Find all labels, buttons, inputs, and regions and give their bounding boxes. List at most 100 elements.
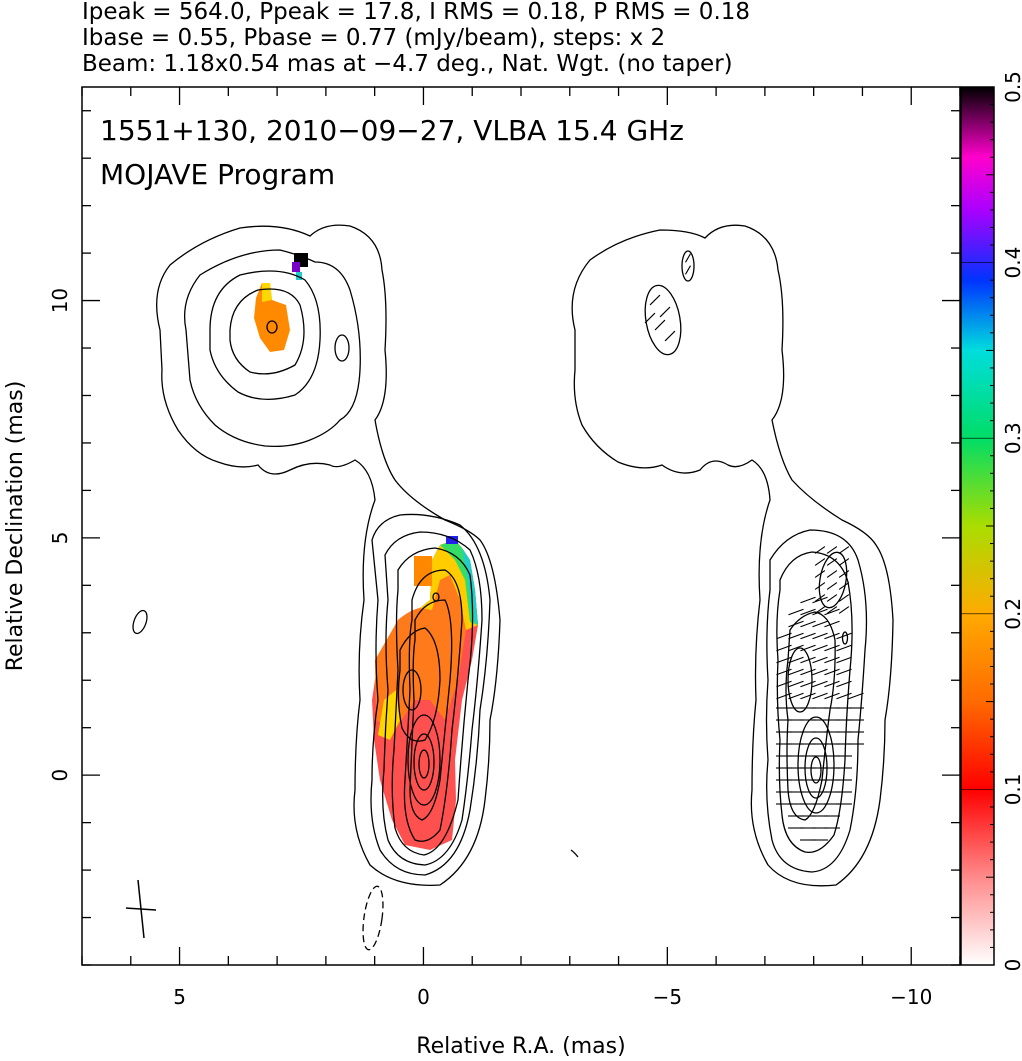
evpa-stick bbox=[814, 558, 826, 566]
evpa-stick bbox=[812, 692, 828, 700]
evpa-stick bbox=[826, 582, 838, 590]
evpa-stick bbox=[776, 644, 792, 652]
y-tick-label: 5 bbox=[48, 531, 72, 544]
evpa-stick bbox=[848, 692, 864, 700]
evpa-stick bbox=[824, 680, 840, 688]
header-line-2: Ibase = 0.55, Pbase = 0.77 (mJy/beam), s… bbox=[82, 25, 666, 51]
evpa-stick bbox=[824, 632, 840, 640]
y-axis-label: Relative Declination (mas) bbox=[3, 381, 28, 672]
evpa-stick bbox=[826, 594, 838, 602]
header-line-1: Ipeak = 564.0, Ppeak = 17.8, I RMS = 0.1… bbox=[82, 0, 751, 25]
plot-frame bbox=[81, 86, 961, 966]
colorbar-tick-label: 0.5 bbox=[1001, 71, 1022, 103]
x-tick-label: 5 bbox=[173, 985, 186, 1009]
evpa-stick bbox=[659, 306, 671, 318]
evpa-stick bbox=[838, 606, 850, 614]
evpa-stick bbox=[826, 546, 838, 554]
colorbar-tick-label: 0.1 bbox=[1001, 773, 1022, 805]
evpa-stick bbox=[800, 620, 816, 628]
evpa-stick bbox=[812, 644, 828, 652]
evpa-stick bbox=[824, 644, 840, 652]
evpa-stick bbox=[838, 582, 850, 590]
evpa-stick bbox=[838, 594, 850, 602]
evpa-stick bbox=[814, 582, 826, 590]
x-tick-label: −10 bbox=[890, 985, 932, 1009]
evpa-stick bbox=[836, 668, 852, 676]
evpa-stick bbox=[788, 692, 804, 700]
evpa-stick bbox=[814, 606, 826, 614]
evpa-stick bbox=[800, 668, 816, 676]
evpa-stick bbox=[824, 668, 840, 676]
evpa-stick bbox=[824, 656, 840, 664]
colorbar-tick-label: 0.3 bbox=[1001, 422, 1022, 454]
evpa-stick bbox=[776, 680, 792, 688]
evpa-stick bbox=[812, 608, 828, 616]
inset-subtitle: MOJAVE Program bbox=[100, 158, 335, 191]
evpa-stick bbox=[776, 692, 792, 700]
axis-ticks bbox=[81, 87, 961, 966]
evpa-stick bbox=[836, 680, 852, 688]
evpa-stick bbox=[800, 680, 816, 688]
evpa-stick bbox=[814, 546, 826, 554]
evpa-stick bbox=[836, 644, 852, 652]
evpa-stick bbox=[654, 319, 666, 331]
evpa-stick bbox=[824, 620, 840, 628]
evpa-stick bbox=[812, 596, 828, 604]
evpa-stick bbox=[800, 656, 816, 664]
evpa-stick bbox=[788, 608, 804, 616]
y-tick-label: 10 bbox=[48, 288, 72, 313]
colorbar-tick-label: 0.4 bbox=[1001, 247, 1022, 279]
evpa-stick bbox=[838, 558, 850, 566]
colorbar-tick-label: 0 bbox=[1001, 959, 1022, 972]
evpa-stick bbox=[824, 692, 840, 700]
inset-title: 1551+130, 2010−09−27, VLBA 15.4 GHz bbox=[100, 114, 684, 147]
evpa-stick bbox=[836, 632, 852, 640]
evpa-stick bbox=[800, 632, 816, 640]
contours-left bbox=[132, 224, 579, 951]
evpa-stick bbox=[788, 644, 804, 652]
evpa-stick bbox=[836, 656, 852, 664]
evpa-stick bbox=[649, 294, 661, 306]
colorbar-ticks: 0 0.1 0.2 0.3 0.4 0.5 bbox=[961, 71, 1022, 971]
evpa-stick bbox=[644, 312, 656, 324]
evpa-stick bbox=[788, 656, 804, 664]
beam-marker bbox=[125, 879, 157, 939]
evpa-stick bbox=[788, 680, 804, 688]
evpa-stick bbox=[826, 606, 838, 614]
evpa-stick bbox=[814, 570, 826, 578]
x-tick-label: −5 bbox=[653, 985, 682, 1009]
evpa-stick bbox=[800, 608, 816, 616]
polarization-color-map bbox=[254, 253, 478, 850]
evpa-stick bbox=[685, 253, 691, 263]
evpa-stick bbox=[836, 692, 852, 700]
evpa-stick bbox=[776, 632, 792, 640]
evpa-stick bbox=[685, 265, 691, 275]
y-tick-label: 0 bbox=[48, 769, 72, 782]
evpa-stick bbox=[812, 680, 828, 688]
evpa-stick bbox=[812, 668, 828, 676]
header-line-3: Beam: 1.18x0.54 mas at −4.7 deg., Nat. W… bbox=[82, 51, 733, 77]
evpa-stick bbox=[664, 330, 676, 342]
colorbar-tick-label: 0.2 bbox=[1001, 598, 1022, 630]
evpa-stick bbox=[812, 656, 828, 664]
evpa-stick bbox=[776, 668, 792, 676]
evpa-stick bbox=[824, 608, 840, 616]
tick-labels: 5 0 −5 −10 0 5 10 bbox=[48, 288, 932, 1009]
evpa-stick bbox=[788, 620, 804, 628]
evpa-stick bbox=[838, 570, 850, 578]
negative-contour bbox=[362, 885, 384, 951]
evpa-stick bbox=[788, 668, 804, 676]
evpa-stick bbox=[812, 620, 828, 628]
evpa-stick bbox=[800, 596, 816, 604]
evpa-stick bbox=[838, 546, 850, 554]
evpa-stick bbox=[800, 644, 816, 652]
x-tick-label: 0 bbox=[417, 985, 430, 1009]
contours-right bbox=[571, 224, 894, 887]
evpa-stick bbox=[776, 656, 792, 664]
evpa-stick bbox=[826, 558, 838, 566]
evpa-stick bbox=[800, 692, 816, 700]
evpa-stick bbox=[814, 594, 826, 602]
evpa-stick bbox=[788, 632, 804, 640]
polarization-vectors bbox=[644, 253, 864, 841]
